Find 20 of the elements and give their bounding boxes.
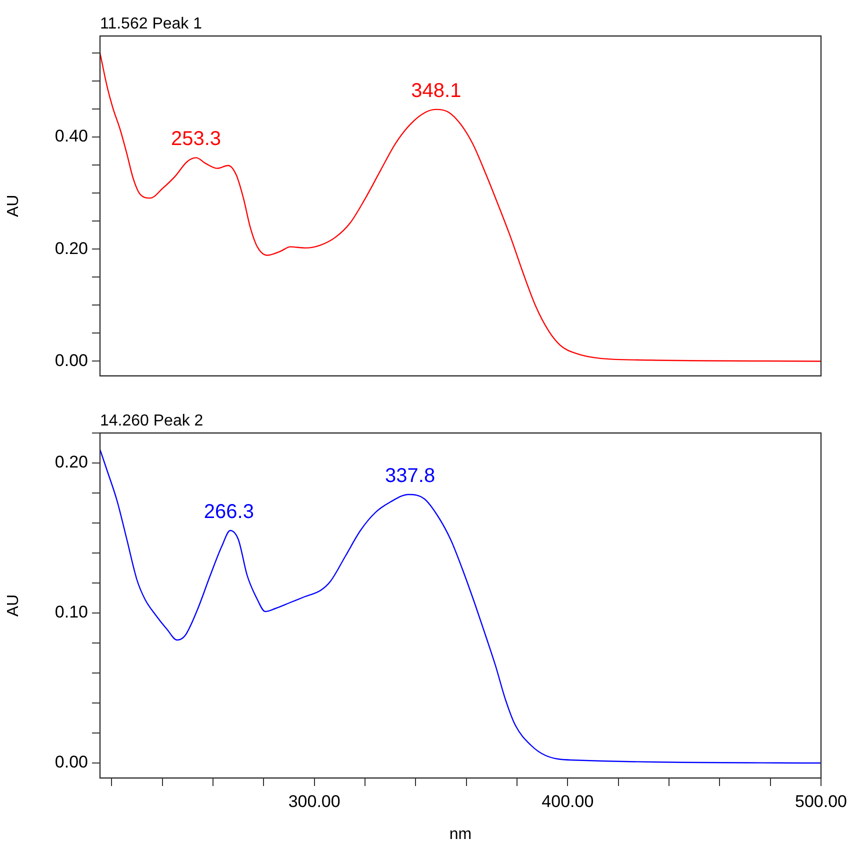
line-series [100, 448, 821, 764]
x-tick-label: 400.00 [542, 792, 594, 811]
annotation: 337.8 [385, 465, 436, 488]
y-tick-label: 0.10 [54, 602, 88, 622]
x-axis-title: nm [449, 826, 472, 843]
x-tick-label: 300.00 [288, 792, 340, 811]
y-tick-label: 0.00 [54, 350, 88, 370]
line-series [100, 52, 821, 362]
chart-title: 11.562 Peak 1 [100, 15, 202, 32]
y-axis-title: AU [5, 194, 22, 218]
y-tick-label: 0.00 [54, 752, 88, 772]
y-tick-label: 0.20 [54, 238, 88, 258]
y-tick-label: 0.20 [54, 452, 88, 472]
x-tick-label: 500.00 [795, 792, 847, 811]
annotation: 253.3 [170, 128, 222, 150]
y-axis-title: AU [5, 594, 22, 617]
y-tick-label: 0.40 [54, 126, 88, 146]
annotation: 266.3 [204, 501, 254, 524]
chart-title: 14.260 Peak 2 [100, 412, 204, 430]
annotation: 348.1 [411, 80, 462, 102]
